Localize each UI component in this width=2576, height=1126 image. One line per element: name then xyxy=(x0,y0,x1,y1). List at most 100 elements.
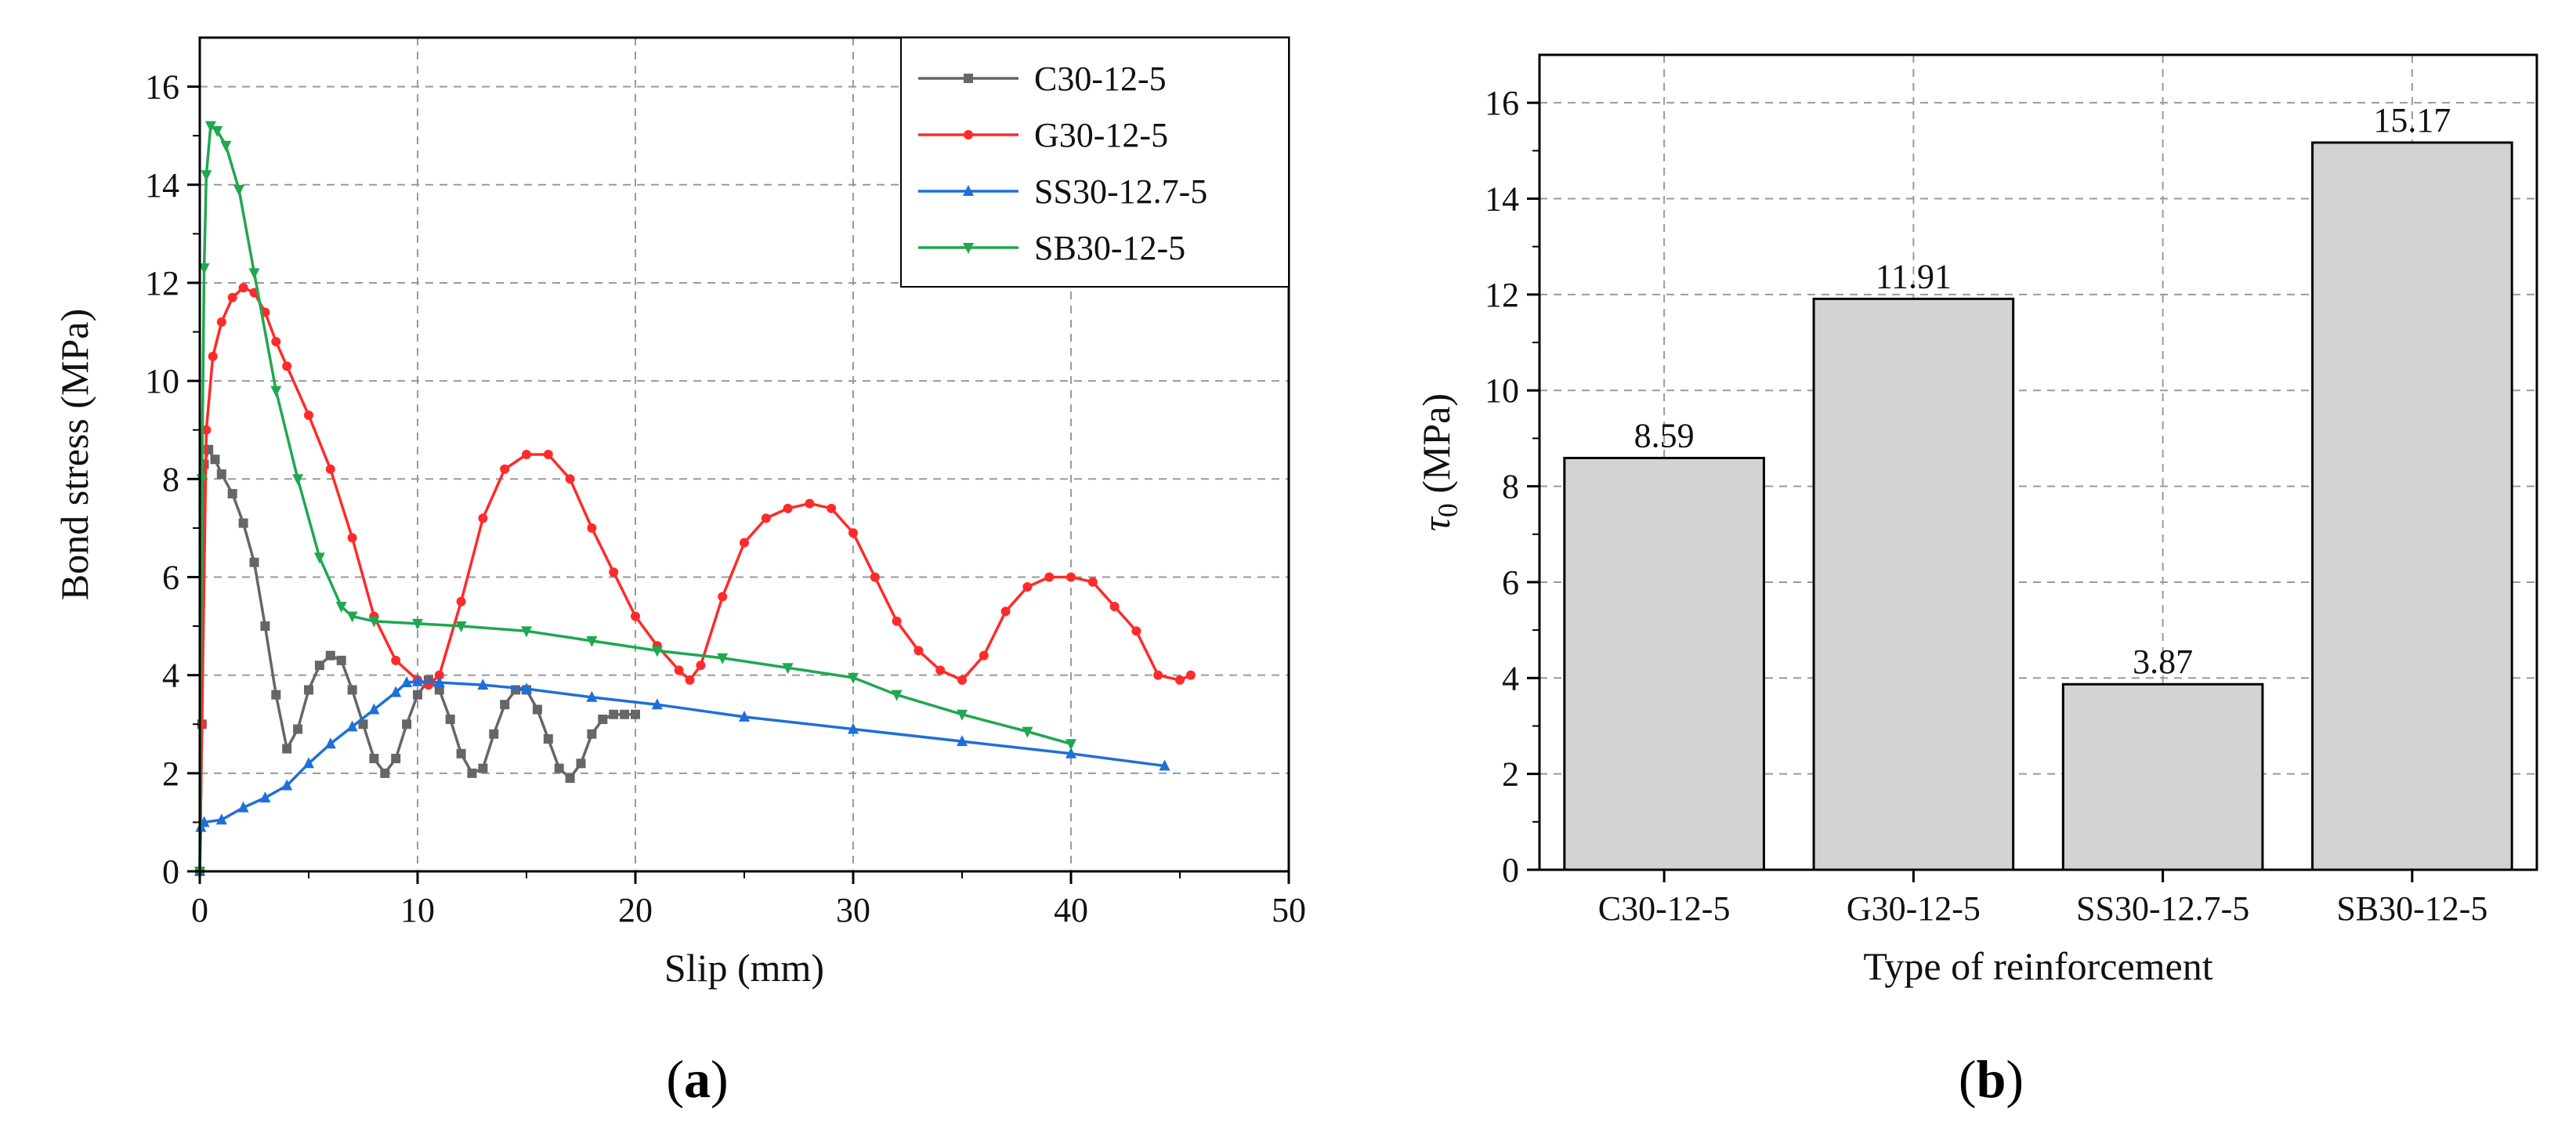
y-tick-label: 0 xyxy=(162,853,179,891)
data-point xyxy=(532,704,542,715)
data-point xyxy=(368,616,380,628)
data-point xyxy=(368,703,380,715)
data-point xyxy=(390,686,402,697)
y-tick-label: 6 xyxy=(162,558,179,596)
bar-value-label: 8.59 xyxy=(1634,416,1695,454)
data-point xyxy=(891,690,903,701)
data-point xyxy=(1065,739,1076,751)
data-point xyxy=(1087,577,1098,587)
x-tick-label: 40 xyxy=(1054,891,1088,929)
panel-label-b: (b) xyxy=(1959,1049,2024,1109)
legend-swatch-marker xyxy=(963,185,974,196)
y-tick-label: 14 xyxy=(1485,180,1519,219)
data-point xyxy=(1159,759,1170,771)
data-point xyxy=(208,351,218,361)
data-point xyxy=(346,611,358,623)
y-tick-label: 0 xyxy=(1502,851,1519,889)
data-point xyxy=(554,763,564,773)
data-point xyxy=(674,665,684,675)
data-point xyxy=(586,690,598,702)
data-point xyxy=(198,263,210,275)
axis-ticks: 0 10 20 30 40 50 0 2 4 6 8 10 12 14 16 xyxy=(145,68,1306,929)
data-point xyxy=(391,655,401,665)
legend-item: SB30-12-5 xyxy=(918,229,1185,267)
data-point xyxy=(565,474,575,484)
data-point xyxy=(761,513,771,523)
data-point xyxy=(609,567,619,577)
legend-label: C30-12-5 xyxy=(1034,60,1167,98)
data-point xyxy=(201,425,212,435)
data-point xyxy=(587,523,597,533)
data-point xyxy=(325,650,335,661)
x-tick-label: 50 xyxy=(1272,891,1306,929)
data-point xyxy=(455,621,467,633)
bar-C30-12-5 xyxy=(1563,456,1765,871)
data-point xyxy=(434,670,444,680)
data-point xyxy=(282,361,292,371)
data-point xyxy=(620,709,630,719)
series-SB30-12-5 xyxy=(194,121,1076,878)
y-tick-label: 10 xyxy=(1485,371,1519,410)
bar-G30-12-5 xyxy=(1812,297,2015,871)
bar-chart-panel: 8.59 11.91 3.87 15.17 0 2 4 6 8 10 12 14 16 C30-12-5… xyxy=(1414,53,2538,1109)
data-point xyxy=(402,719,412,730)
data-point xyxy=(456,596,466,606)
data-point xyxy=(1153,670,1163,680)
data-point xyxy=(1185,670,1196,680)
legend-item: C30-12-5 xyxy=(918,60,1167,98)
data-point xyxy=(477,679,489,690)
data-point xyxy=(957,709,968,721)
data-point xyxy=(1065,747,1076,759)
data-point xyxy=(892,616,902,626)
data-point xyxy=(249,557,259,567)
plot-frame xyxy=(1538,53,2538,871)
data-point xyxy=(346,720,358,732)
data-point xyxy=(478,513,488,523)
data-point xyxy=(1131,626,1141,636)
y-tick-label: 12 xyxy=(1485,276,1519,314)
data-point xyxy=(935,665,946,675)
data-point xyxy=(696,661,706,671)
data-point xyxy=(293,724,303,734)
data-point xyxy=(827,503,837,513)
x-axis-title: Type of reinforcement xyxy=(1863,944,2212,988)
data-point xyxy=(233,185,245,197)
panel-letter: a xyxy=(684,1049,711,1109)
data-point xyxy=(313,552,325,564)
legend-swatch-marker xyxy=(964,74,973,83)
legend-label: SS30-12.7-5 xyxy=(1034,172,1207,211)
data-point xyxy=(848,528,858,538)
data-point xyxy=(478,763,488,773)
data-point xyxy=(631,709,640,719)
data-point xyxy=(412,618,423,630)
y-tick-label: 4 xyxy=(1502,659,1519,697)
data-point xyxy=(238,283,248,293)
data-point xyxy=(718,592,728,602)
data-point xyxy=(304,410,313,420)
data-point xyxy=(433,676,445,688)
series-G30-12-5 xyxy=(195,283,1196,876)
bar-value-label: 15.17 xyxy=(2373,101,2451,139)
y-tick-label: 12 xyxy=(145,264,179,302)
data-point xyxy=(380,768,390,778)
data-point xyxy=(500,464,510,474)
data-point xyxy=(260,621,270,632)
data-point xyxy=(848,722,859,734)
data-point xyxy=(957,675,967,685)
data-point xyxy=(565,773,575,784)
data-point xyxy=(870,572,880,582)
legend-label: SB30-12-5 xyxy=(1034,229,1185,267)
data-point xyxy=(201,170,212,182)
series-group xyxy=(194,121,1196,878)
bar-SS30-12.7-5 xyxy=(2061,682,2264,871)
data-point xyxy=(358,719,368,730)
y-tick-label: 2 xyxy=(1502,755,1519,794)
y-tick-label: 14 xyxy=(145,166,179,205)
data-point xyxy=(445,714,455,724)
x-tick-label: 10 xyxy=(400,891,435,929)
data-point xyxy=(347,685,357,695)
axis-ticks: 0 2 4 6 8 10 12 14 16 C30-12-5 G30-12-5 SS30-12.7-5… xyxy=(1485,84,2487,928)
series-line xyxy=(198,286,1192,872)
data-point xyxy=(1022,581,1033,592)
data-point xyxy=(979,650,989,661)
